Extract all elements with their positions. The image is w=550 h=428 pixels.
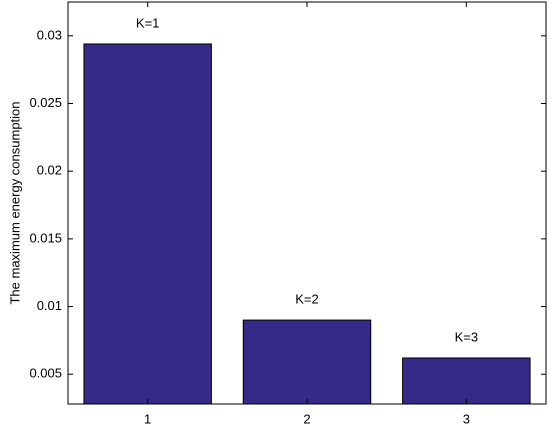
y-axis-label: The maximum energy consumption	[7, 101, 22, 304]
y-tick-label: 0.015	[29, 230, 62, 245]
y-tick-label: 0.03	[37, 27, 62, 42]
bar-annotation: K=1	[136, 15, 160, 30]
x-tick-label: 2	[303, 411, 310, 426]
x-tick-label: 3	[463, 411, 470, 426]
x-tick-label: 1	[144, 411, 151, 426]
bar-annotation: K=3	[455, 329, 479, 344]
y-tick-label: 0.01	[37, 298, 62, 313]
bar	[242, 319, 372, 404]
y-tick-label: 0.005	[29, 366, 62, 381]
bar-annotation: K=2	[295, 292, 319, 307]
bar	[83, 43, 212, 404]
y-tick-label: 0.025	[29, 95, 62, 110]
bar	[402, 357, 531, 404]
y-tick-label: 0.02	[37, 163, 62, 178]
plot-frame	[67, 1, 547, 405]
